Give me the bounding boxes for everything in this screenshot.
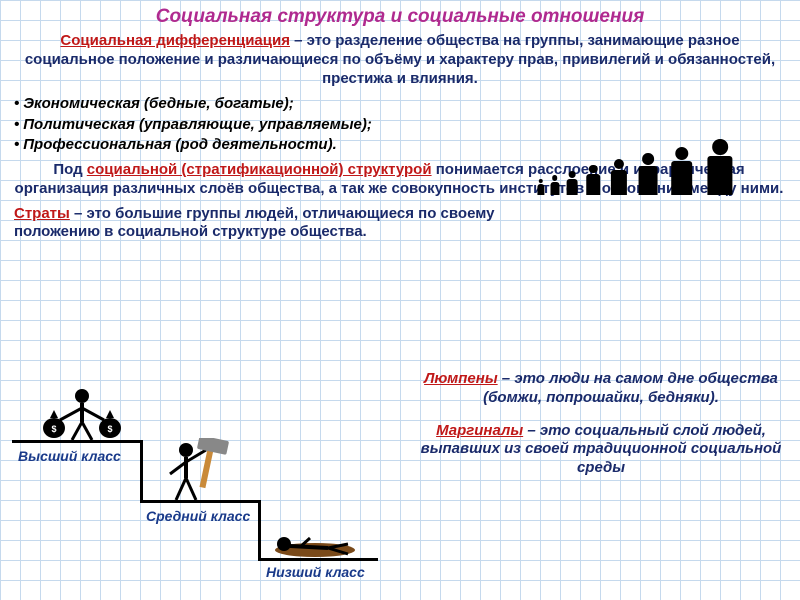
person-silhouette-icon — [587, 165, 601, 195]
person-silhouette-icon — [671, 147, 693, 195]
straty-definition: Страты – это большие группы людей, отлич… — [14, 205, 574, 243]
person-silhouette-icon — [708, 139, 733, 195]
poor-person-icon — [270, 530, 360, 558]
svg-text:$: $ — [107, 424, 112, 434]
person-silhouette-icon — [639, 153, 658, 195]
term-marginal: Маргиналы — [436, 422, 523, 439]
term-differentiation: Социальная дифференциация — [60, 32, 290, 49]
straty-text: – это большие группы людей, отличающиеся… — [14, 205, 494, 241]
marginal-definition: Маргиналы – это социальный слой людей, в… — [416, 422, 786, 478]
strat-pre: Под — [53, 161, 86, 178]
label-upper-class: Высший класс — [18, 448, 121, 464]
slide-content: Социальная структура и социальные отноше… — [0, 0, 800, 242]
label-lower-class: Низший класс — [266, 564, 365, 580]
lumpen-definition: Люмпены – это люди на самом дне общества… — [416, 370, 786, 408]
class-stairs-diagram: Высший класс Средний класс Низший класс … — [12, 380, 382, 580]
people-growth-icon — [537, 135, 782, 195]
lumpen-text: – это люди на самом дне общества (бомжи,… — [483, 370, 778, 406]
page-title: Социальная структура и социальные отноше… — [14, 6, 786, 28]
rich-person-icon: $ $ — [42, 386, 122, 440]
label-middle-class: Средний класс — [146, 508, 250, 524]
side-definitions: Люмпены – это люди на самом дне общества… — [416, 370, 786, 492]
bullet-economic: Экономическая (бедные, богатые); — [14, 94, 786, 114]
person-silhouette-icon — [537, 179, 544, 195]
term-lumpen: Люмпены — [424, 370, 498, 387]
worker-person-icon — [162, 438, 232, 500]
term-straty: Страты — [14, 205, 70, 222]
person-silhouette-icon — [567, 171, 578, 195]
differentiation-definition: Социальная дифференциация – это разделен… — [14, 32, 786, 88]
person-silhouette-icon — [611, 159, 627, 195]
svg-text:$: $ — [51, 424, 56, 434]
term-stratification: социальной (стратификационной) структуро… — [87, 161, 432, 178]
person-silhouette-icon — [550, 175, 559, 195]
bullet-political: Политическая (управляющие, управляемые); — [14, 115, 786, 135]
